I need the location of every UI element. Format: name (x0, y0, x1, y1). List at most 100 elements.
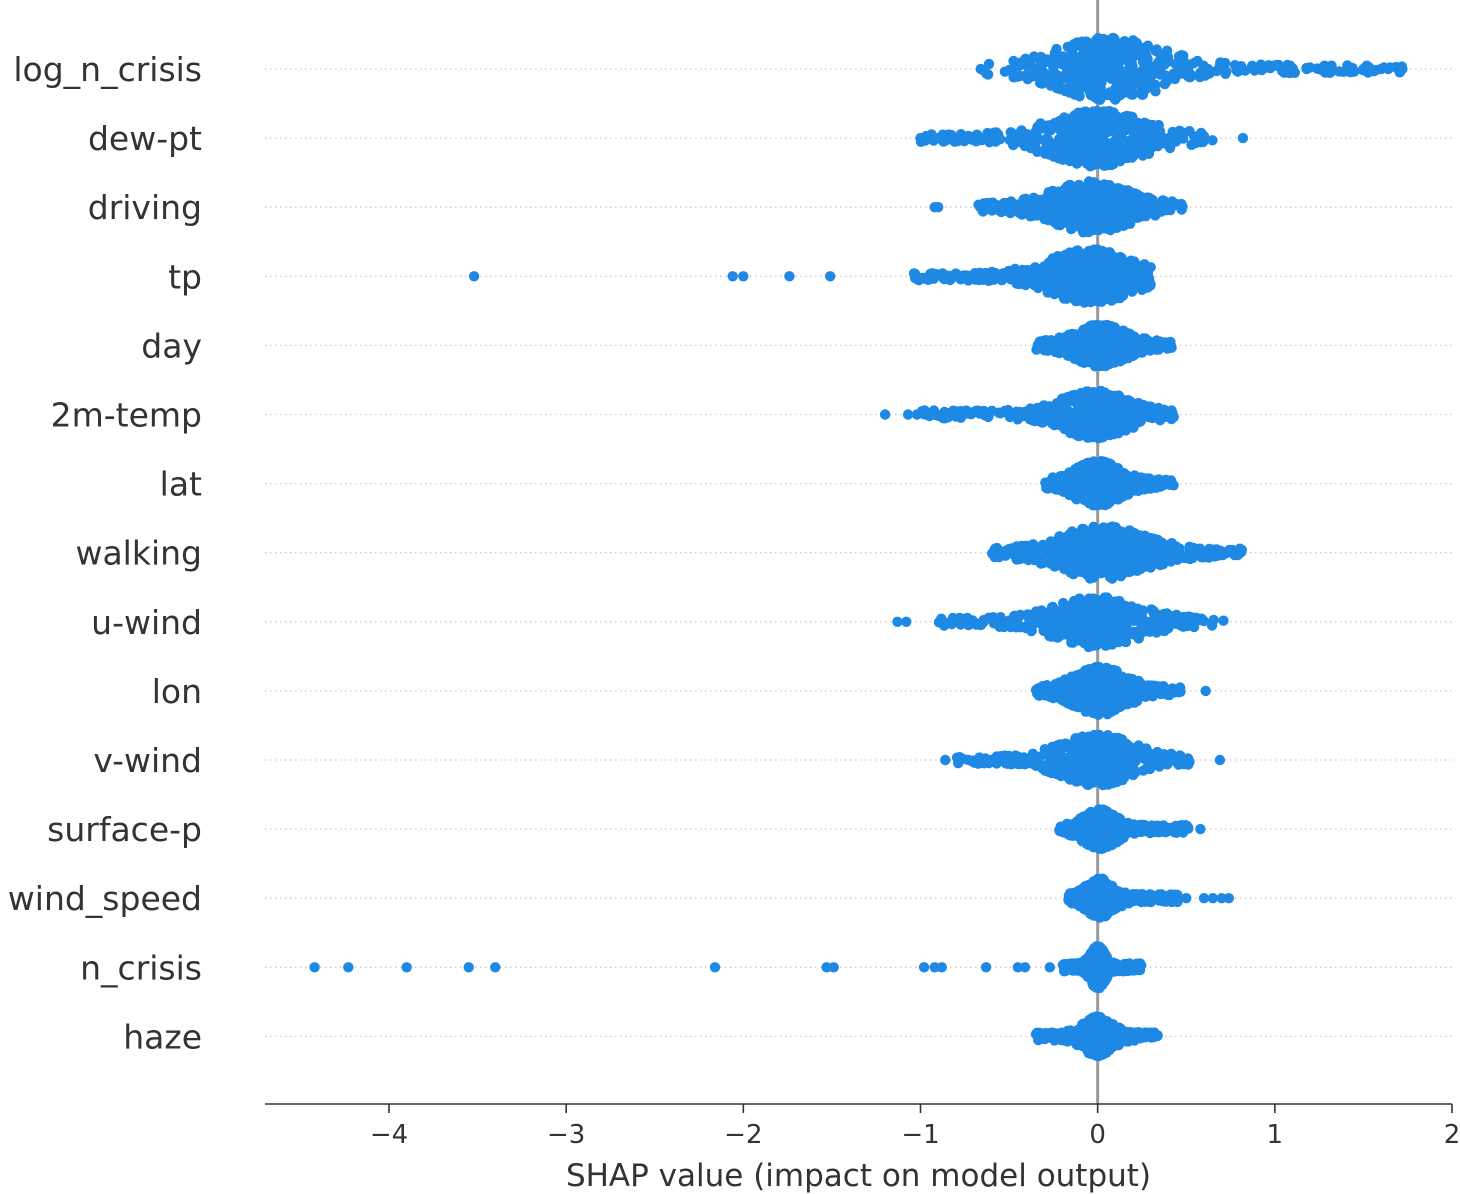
shap-point (1089, 51, 1100, 63)
shap-point (1202, 64, 1214, 75)
shap-point (1106, 223, 1118, 235)
shap-point (986, 205, 998, 216)
shap-point (1000, 205, 1011, 216)
shap-point-outlier (1301, 63, 1312, 75)
shap-point (938, 272, 949, 284)
shap-point (1092, 463, 1104, 474)
shap-point (1167, 543, 1179, 554)
shap-point (1123, 216, 1134, 227)
shap-point (1075, 346, 1087, 357)
shap-point (1058, 560, 1070, 571)
shap-point (1072, 274, 1083, 285)
shap-point (1098, 126, 1110, 137)
shap-point (1207, 135, 1218, 146)
shap-point (1090, 133, 1102, 144)
shap-point (1046, 479, 1058, 490)
shap-point (1066, 119, 1077, 130)
feature-rows: log_n_crisisdew-ptdrivingtpday2m-templat… (8, 50, 1452, 1056)
shap-point (1119, 185, 1130, 196)
shap-point (1022, 202, 1033, 214)
shap-point (1159, 78, 1170, 90)
shap-point (1075, 152, 1086, 163)
shap-point (1068, 418, 1079, 429)
shap-point-outlier (784, 271, 795, 282)
shap-point (1114, 50, 1125, 62)
shap-point (1150, 547, 1162, 558)
shap-point (1093, 526, 1104, 537)
shap-point (1063, 329, 1075, 340)
shap-point (1024, 276, 1035, 287)
shap-point (1099, 422, 1110, 433)
shap-point (1128, 471, 1139, 483)
shap-point (1060, 85, 1071, 97)
shap-point (1178, 127, 1189, 138)
shap-point (1125, 136, 1136, 147)
shap-point (1069, 407, 1081, 419)
shap-point (978, 198, 989, 209)
shap-point (1038, 416, 1049, 427)
shap-point (1006, 196, 1017, 207)
shap-point (1044, 72, 1055, 83)
shap-point (1152, 63, 1163, 74)
shap-point (1108, 110, 1120, 122)
shap-point (1138, 547, 1149, 558)
feature-label: u-wind (91, 603, 202, 642)
shap-point (1347, 64, 1358, 76)
shap-point (1065, 341, 1077, 352)
shap-point (1080, 613, 1092, 624)
shap-point (953, 406, 964, 418)
shap-point (1055, 419, 1066, 430)
shap-point (1051, 551, 1063, 562)
feature-label: n_crisis (80, 948, 202, 987)
shap-point (1053, 119, 1065, 131)
shap-point (1138, 401, 1149, 412)
shap-point (1220, 57, 1231, 69)
feature-label: haze (123, 1017, 202, 1056)
shap-point (1089, 361, 1101, 372)
shap-point-outlier (915, 132, 926, 144)
shap-point (1121, 629, 1132, 641)
shap-point (1110, 151, 1122, 162)
shap-point (1063, 73, 1074, 84)
shap-point (1056, 270, 1067, 281)
shap-point (1051, 43, 1062, 55)
shap-point (1041, 133, 1053, 144)
shap-point (1081, 555, 1093, 566)
shap-point (1117, 83, 1129, 95)
shap-point (1080, 412, 1092, 423)
shap-point (1051, 151, 1063, 162)
feature-label: 2m-temp (51, 396, 202, 435)
shap-point (982, 133, 994, 144)
feature-label: surface-p (47, 810, 202, 849)
shap-point (1080, 356, 1091, 367)
shap-point (1094, 404, 1105, 415)
shap-point (1167, 200, 1179, 211)
shap-point (1024, 267, 1035, 278)
shap-point (1084, 431, 1095, 442)
shap-point (1012, 71, 1023, 82)
shap-point (1047, 601, 1059, 613)
feature-label: lon (152, 672, 202, 711)
shap-point (1115, 206, 1127, 217)
feature-label: log_n_crisis (13, 50, 202, 89)
shap-point (1066, 215, 1077, 226)
shap-point (1046, 339, 1057, 351)
shap-point (1072, 295, 1084, 306)
shap-point (1080, 190, 1092, 202)
shap-point (1060, 137, 1072, 148)
shap-point (1092, 554, 1104, 565)
shap-point (1005, 127, 1016, 138)
shap-point-outlier (1313, 63, 1325, 75)
shap-point (1052, 190, 1064, 202)
shap-point (1090, 117, 1101, 128)
shap-point (1071, 529, 1083, 540)
shap-point (1101, 478, 1112, 490)
shap-point (1094, 217, 1105, 228)
shap-point (1015, 546, 1026, 558)
shap-point (1121, 265, 1132, 276)
feature-label: driving (88, 188, 202, 227)
shap-point (1109, 402, 1121, 413)
shap-point (1022, 61, 1034, 73)
shap-point (1113, 618, 1125, 629)
